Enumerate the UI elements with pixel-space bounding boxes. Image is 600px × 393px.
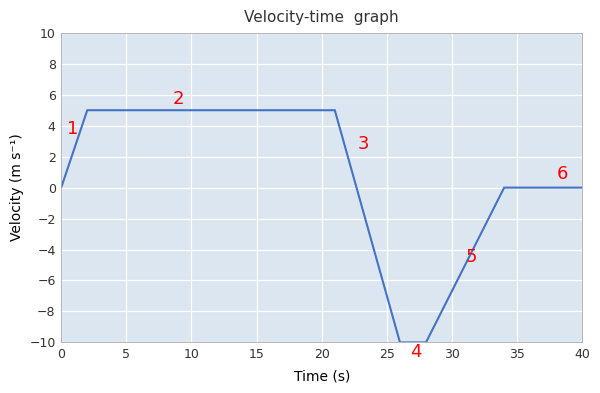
Text: 1: 1: [67, 120, 79, 138]
Title: Velocity-time  graph: Velocity-time graph: [244, 10, 399, 25]
Text: 2: 2: [173, 90, 184, 108]
Text: 5: 5: [466, 248, 478, 266]
Text: 3: 3: [358, 135, 369, 153]
Text: 6: 6: [557, 165, 568, 183]
Y-axis label: Velocity (m s⁻¹): Velocity (m s⁻¹): [10, 134, 24, 241]
X-axis label: Time (s): Time (s): [293, 369, 350, 383]
Text: 4: 4: [410, 343, 421, 361]
